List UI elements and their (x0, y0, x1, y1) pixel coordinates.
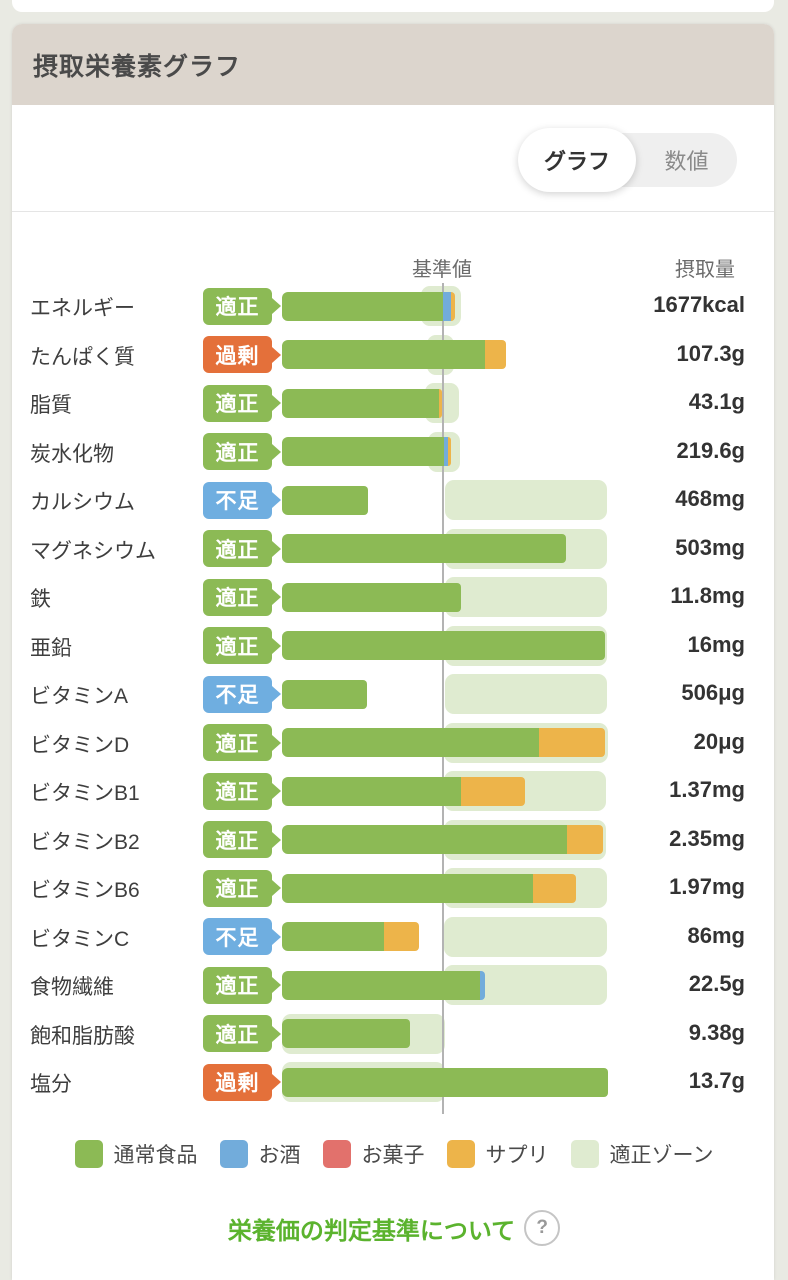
nutrient-graph-card: 摂取栄養素グラフ グラフ 数値 (12, 24, 774, 1280)
legend-item-zone: 適正ゾーン (570, 1139, 714, 1169)
legend-swatch-sweets (322, 1140, 351, 1168)
toggle-option-graph[interactable]: グラフ (518, 128, 636, 192)
section-divider (12, 211, 774, 212)
legend-label: お菓子 (361, 1144, 425, 1167)
page-title: 摂取栄養素グラフ (33, 52, 242, 81)
help-icon[interactable]: ? (524, 1210, 561, 1246)
legend-label: お酒 (258, 1144, 301, 1167)
legend-swatch-normal (74, 1140, 103, 1168)
legend-swatch-alcohol (219, 1140, 248, 1168)
legend-label: サプリ (485, 1144, 549, 1167)
card-header: 摂取栄養素グラフ (12, 24, 774, 105)
legend-item-supplement: サプリ (446, 1139, 549, 1169)
criteria-link[interactable]: 栄養価の判定基準について (227, 1217, 516, 1245)
legend-swatch-supplement (446, 1140, 475, 1168)
legend-item-sweets: お菓子 (322, 1139, 425, 1169)
previous-card-edge (12, 0, 774, 12)
chart-legend: 通常食品 お酒 お菓子 サプリ 適正ゾーン (0, 1138, 788, 1170)
view-toggle[interactable]: グラフ 数値 (518, 128, 737, 192)
legend-swatch-zone (570, 1140, 599, 1168)
legend-label: 適正ゾーン (609, 1144, 714, 1167)
legend-label: 通常食品 (113, 1144, 198, 1167)
toggle-option-numeric[interactable]: 数値 (664, 149, 709, 174)
legend-item-normal: 通常食品 (74, 1139, 198, 1169)
footer: 栄養価の判定基準について ? (0, 1210, 788, 1246)
legend-item-alcohol: お酒 (219, 1139, 301, 1169)
